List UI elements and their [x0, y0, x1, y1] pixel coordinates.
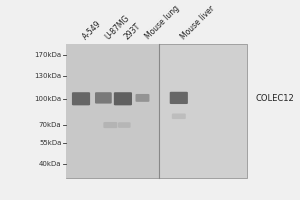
FancyBboxPatch shape [172, 113, 186, 119]
FancyBboxPatch shape [118, 122, 130, 128]
Text: Mouse lung: Mouse lung [144, 4, 182, 41]
Text: 293T: 293T [123, 21, 143, 41]
Text: Mouse liver: Mouse liver [179, 4, 216, 41]
Text: A-549: A-549 [81, 19, 103, 41]
FancyBboxPatch shape [114, 92, 132, 105]
FancyBboxPatch shape [136, 94, 149, 102]
FancyBboxPatch shape [103, 122, 117, 128]
FancyBboxPatch shape [66, 44, 159, 178]
Text: U-87MG: U-87MG [103, 13, 131, 41]
FancyBboxPatch shape [72, 92, 90, 105]
FancyBboxPatch shape [170, 92, 188, 104]
Text: 70kDa: 70kDa [39, 122, 62, 128]
FancyBboxPatch shape [66, 44, 247, 178]
Text: 170kDa: 170kDa [34, 52, 62, 58]
Text: 55kDa: 55kDa [39, 140, 62, 146]
Text: 40kDa: 40kDa [39, 161, 62, 167]
Text: 100kDa: 100kDa [34, 96, 62, 102]
FancyBboxPatch shape [95, 92, 112, 104]
Text: 130kDa: 130kDa [34, 73, 62, 79]
Text: COLEC12: COLEC12 [256, 94, 294, 103]
